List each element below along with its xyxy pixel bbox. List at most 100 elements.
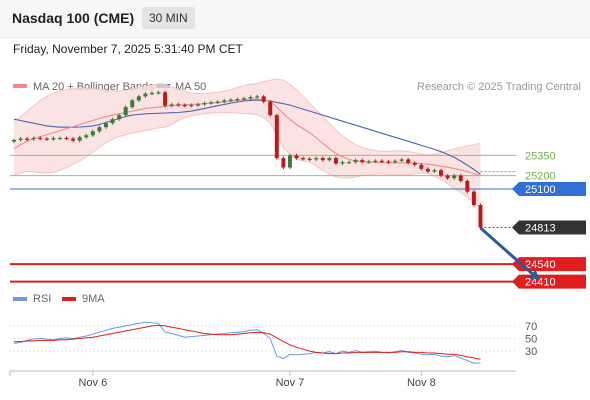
candle-body (274, 115, 279, 159)
rsi-legend-swatch (13, 297, 27, 301)
bollinger-band (13, 78, 481, 209)
candle (169, 102, 174, 108)
candle (18, 137, 23, 142)
candle (189, 103, 194, 108)
candle (110, 117, 115, 125)
candle-body (340, 162, 345, 164)
candle-body (268, 101, 273, 116)
candle-body (202, 103, 207, 105)
candle (399, 157, 404, 163)
current-price-tag (512, 220, 586, 235)
candle (202, 101, 207, 107)
candle-body (38, 137, 43, 140)
ma50-legend-label: MA 50 (175, 81, 206, 93)
candle (419, 163, 424, 171)
candle (471, 190, 476, 207)
candlesticks (12, 90, 483, 230)
ma20-legend-swatch (13, 84, 27, 88)
candle (31, 136, 36, 141)
candle-body (97, 127, 102, 132)
copyright-label: Research © 2025 Trading Central (417, 81, 581, 93)
candle (320, 156, 325, 162)
candle (195, 102, 200, 107)
candle (412, 161, 417, 167)
candle-body (320, 158, 325, 161)
candle-body (149, 92, 154, 95)
candle (136, 94, 141, 102)
forecast-arrow-shaft (479, 226, 534, 275)
candle-body (255, 96, 260, 98)
level-tag-24540 (512, 257, 586, 272)
rsi-ma-line (14, 324, 481, 360)
candle-body (347, 162, 352, 164)
candle (97, 125, 102, 133)
candle-body (393, 160, 398, 163)
candle (64, 136, 69, 141)
candle-body (327, 158, 332, 161)
candle (123, 105, 128, 117)
candle (274, 113, 279, 160)
candle (281, 156, 286, 170)
candle (301, 156, 306, 161)
candle-body (314, 158, 319, 160)
candle-body (471, 191, 476, 206)
candle-body (379, 160, 384, 162)
candle (182, 103, 187, 108)
rsi-line (13, 321, 481, 364)
ma9-legend-swatch (62, 297, 76, 301)
candle-body (110, 119, 115, 124)
candle-body (189, 105, 194, 107)
candle (176, 102, 181, 107)
candle (156, 90, 161, 95)
candle (103, 121, 108, 129)
timeframe-badge[interactable]: 30 MIN (142, 7, 195, 29)
candle-body (406, 159, 411, 163)
candle-body (353, 160, 358, 163)
rsi-tick-30: 30 (525, 346, 537, 358)
candle-body (465, 180, 470, 192)
candle-body (64, 137, 69, 140)
candle-body (222, 100, 227, 102)
candle (228, 98, 233, 102)
candle-body (77, 137, 82, 141)
candle-body (386, 161, 391, 163)
candle-body (452, 175, 457, 179)
chart-header: Nasdaq 100 (CME) 30 MIN (0, 0, 590, 38)
level-label-25350: 25350 (525, 150, 556, 162)
candle-body (294, 155, 299, 159)
candle-body (360, 160, 365, 163)
level-label-24540: 24540 (525, 259, 556, 271)
candle-body (182, 105, 187, 107)
candle (386, 159, 391, 164)
forecast-arrow-head (528, 269, 540, 281)
time-label-1: Nov 7 (276, 377, 305, 389)
candle-body (228, 99, 233, 101)
candle (287, 153, 292, 170)
moving-averages (13, 98, 481, 177)
candle (77, 135, 82, 143)
candle (294, 153, 299, 160)
candle (71, 137, 76, 143)
candle-body (425, 168, 430, 172)
candle (333, 156, 338, 166)
rsi-legend-label: RSI (33, 293, 51, 305)
candle (393, 159, 398, 164)
candle (209, 100, 214, 105)
level-label-24410: 24410 (525, 277, 556, 289)
ma20-line (13, 98, 481, 177)
candle-body (287, 155, 292, 168)
candle (12, 138, 16, 144)
candle (268, 100, 273, 117)
candle-body (169, 104, 174, 106)
candle-body (103, 123, 108, 128)
time-axis: Nov 6 Nov 7 Nov 8 (9, 370, 516, 389)
candle-body (412, 162, 417, 165)
candle (327, 156, 332, 162)
candle (379, 159, 384, 164)
candle-body (301, 158, 306, 160)
instrument-title: Nasdaq 100 (CME) (12, 10, 135, 26)
candle-body (248, 97, 253, 99)
